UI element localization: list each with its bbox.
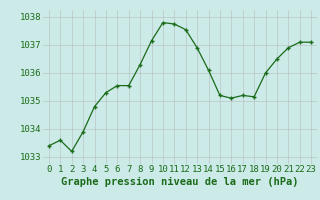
X-axis label: Graphe pression niveau de la mer (hPa): Graphe pression niveau de la mer (hPa) <box>61 177 299 187</box>
